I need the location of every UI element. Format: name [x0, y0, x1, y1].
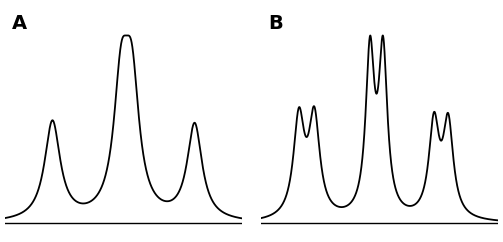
Text: A: A	[12, 14, 27, 33]
Text: B: B	[268, 14, 283, 33]
